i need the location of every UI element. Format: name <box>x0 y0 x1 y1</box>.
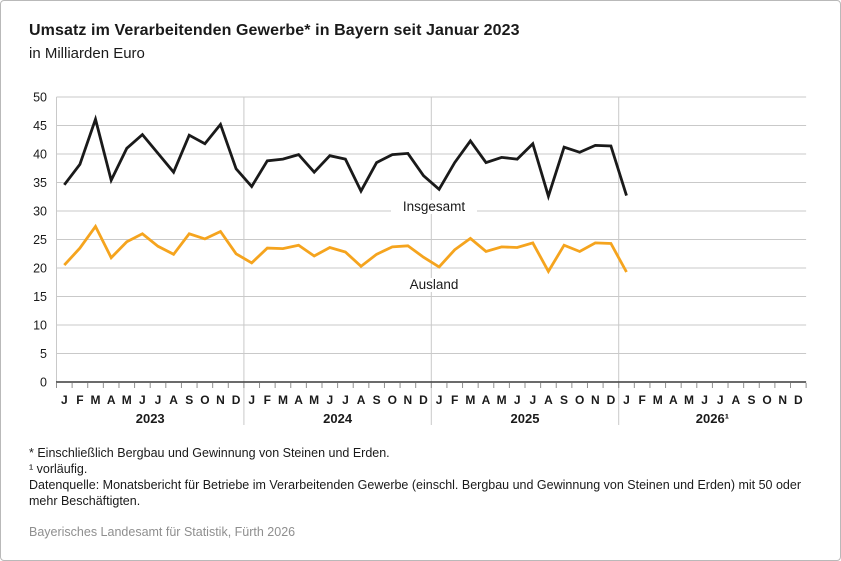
year-label: 2025 <box>511 411 540 426</box>
month-label: J <box>248 393 255 407</box>
month-label: F <box>451 393 458 407</box>
y-axis-label: 30 <box>33 205 47 219</box>
month-label: M <box>465 393 475 407</box>
month-label: J <box>342 393 349 407</box>
month-label: M <box>497 393 507 407</box>
y-axis-label: 45 <box>33 119 47 133</box>
y-axis-label: 40 <box>33 148 47 162</box>
month-label: O <box>200 393 209 407</box>
series-label-bg <box>391 200 477 214</box>
month-label: A <box>669 393 678 407</box>
y-axis-label: 0 <box>40 376 47 390</box>
month-label: A <box>357 393 366 407</box>
month-label: M <box>684 393 694 407</box>
series-label-insgesamt: Insgesamt <box>403 199 466 214</box>
month-label: J <box>139 393 146 407</box>
month-label: O <box>575 393 584 407</box>
month-label: A <box>544 393 553 407</box>
month-label: S <box>560 393 568 407</box>
month-label: D <box>232 393 241 407</box>
month-label: N <box>778 393 787 407</box>
series-line-ausland <box>63 223 628 275</box>
month-label: S <box>747 393 755 407</box>
month-label: O <box>388 393 397 407</box>
y-axis-label: 20 <box>33 262 47 276</box>
y-axis-label: 10 <box>33 319 47 333</box>
month-label: F <box>264 393 271 407</box>
chart-subtitle: in Milliarden Euro <box>29 45 145 62</box>
series-label-bg <box>402 278 466 292</box>
month-label: J <box>529 393 536 407</box>
month-label: D <box>607 393 616 407</box>
series-line-insgesamt <box>63 114 628 201</box>
month-label: M <box>309 393 319 407</box>
month-label: J <box>701 393 708 407</box>
y-axis-label: 35 <box>33 176 47 190</box>
month-label: J <box>326 393 333 407</box>
month-label: S <box>373 393 381 407</box>
month-label: J <box>155 393 162 407</box>
y-axis-label: 5 <box>40 347 47 361</box>
chart-title: Umsatz im Verarbeitenden Gewerbe* in Bay… <box>29 22 520 39</box>
month-label: A <box>107 393 116 407</box>
month-label: J <box>514 393 521 407</box>
month-label: D <box>419 393 428 407</box>
source-line: Bayerisches Landesamt für Statistik, Für… <box>29 525 296 539</box>
month-label: O <box>762 393 771 407</box>
footnote-provisional: ¹ vorläufig. <box>29 462 88 476</box>
y-axis-label: 50 <box>33 91 47 105</box>
month-label: J <box>623 393 630 407</box>
series-label-ausland: Ausland <box>410 277 459 292</box>
month-label: M <box>278 393 288 407</box>
month-label: A <box>732 393 741 407</box>
year-label: 2026¹ <box>696 411 729 426</box>
month-label: F <box>76 393 83 407</box>
y-axis-label: 15 <box>33 290 47 304</box>
month-label: N <box>216 393 225 407</box>
month-label: J <box>61 393 68 407</box>
month-label: M <box>653 393 663 407</box>
footnote-datasource: Datenquelle: Monatsbericht für Betriebe … <box>29 478 801 508</box>
year-label: 2023 <box>136 411 165 426</box>
month-label: J <box>436 393 443 407</box>
month-label: N <box>591 393 600 407</box>
y-axis-label: 25 <box>33 233 47 247</box>
month-label: A <box>294 393 303 407</box>
month-label: A <box>169 393 178 407</box>
month-label: D <box>794 393 803 407</box>
footnotes: * Einschließlich Bergbau und Gewinnung v… <box>29 445 809 509</box>
year-label: 2024 <box>323 411 353 426</box>
month-label: J <box>717 393 724 407</box>
month-label: N <box>404 393 413 407</box>
footnote-asterisk: * Einschließlich Bergbau und Gewinnung v… <box>29 446 390 460</box>
month-label: M <box>122 393 132 407</box>
month-label: S <box>185 393 193 407</box>
month-label: A <box>482 393 491 407</box>
month-label: M <box>91 393 101 407</box>
month-label: F <box>638 393 645 407</box>
